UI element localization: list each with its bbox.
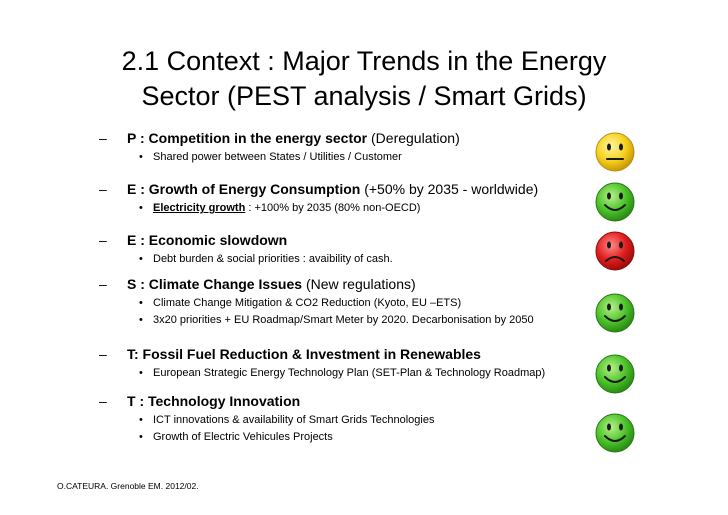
slide-title-line-1: 2.1 Context : Major Trends in the Energy	[121, 46, 607, 76]
smiley-face-icon	[595, 293, 635, 333]
pest-item-social: – S : Climate Change Issues (New regulat…	[99, 276, 599, 327]
pest-item-technology-innovation: – T : Technology Innovation • ICT innova…	[99, 393, 599, 444]
sub-bullet-text: Growth of Electric Vehicules Projects	[153, 431, 333, 443]
bullet-marker: •	[139, 202, 143, 214]
bullet-marker: •	[139, 253, 143, 265]
sad-face-icon	[595, 231, 635, 271]
pest-item-title: E : Economic slowdown	[127, 232, 288, 248]
dash-marker: –	[99, 181, 107, 197]
pest-item-heading: – T: Fossil Fuel Reduction & Investment …	[99, 346, 599, 363]
bullet-marker: •	[139, 367, 143, 379]
pest-item-heading: – P : Competition in the energy sector (…	[99, 130, 599, 147]
sub-bullet: • ICT innovations & availability of Smar…	[99, 413, 599, 427]
sub-bullet-text: ICT innovations & availability of Smart …	[153, 414, 435, 426]
pest-item-title: T : Technology Innovation	[127, 393, 301, 409]
pest-item-note: (Deregulation)	[367, 130, 460, 146]
sub-bullet: • Electricity growth : +100% by 2035 (80…	[99, 201, 599, 215]
dash-marker: –	[99, 346, 107, 362]
pest-item-economic-growth: – E : Growth of Energy Consumption (+50%…	[99, 181, 599, 215]
sub-bullet-text: European Strategic Energy Technology Pla…	[153, 367, 546, 379]
smiley-face-icon	[595, 182, 635, 222]
pest-item-title: P : Competition in the energy sector	[127, 130, 368, 146]
dash-marker: –	[99, 393, 107, 409]
pest-item-note: (New regulations)	[302, 276, 416, 292]
pest-item-title: T: Fossil Fuel Reduction & Investment in…	[127, 346, 481, 362]
sub-bullet-text: Debt burden & social priorities : avaibi…	[153, 253, 393, 265]
pest-item-economic-slowdown: – E : Economic slowdown • Debt burden & …	[99, 232, 599, 266]
sub-bullet: • 3x20 priorities + EU Roadmap/Smart Met…	[99, 313, 599, 327]
sub-bullet: • European Strategic Energy Technology P…	[99, 366, 599, 380]
pest-item-title: E : Growth of Energy Consumption	[127, 181, 361, 197]
sub-bullet-text: : +100% by 2035 (80% non-OECD)	[245, 202, 421, 214]
bullet-marker: •	[139, 414, 143, 426]
neutral-face-icon	[595, 132, 635, 172]
pest-item-title: S : Climate Change Issues	[127, 276, 303, 292]
dash-marker: –	[99, 276, 107, 292]
pest-item-heading: – E : Growth of Energy Consumption (+50%…	[99, 181, 599, 198]
sub-bullet: • Climate Change Mitigation & CO2 Reduct…	[99, 296, 599, 310]
pest-item-technology-renewables: – T: Fossil Fuel Reduction & Investment …	[99, 346, 599, 380]
sub-bullet: • Shared power between States / Utilitie…	[99, 150, 599, 164]
sub-bullet-text: 3x20 priorities + EU Roadmap/Smart Meter…	[153, 314, 534, 326]
sub-bullet: • Debt burden & social priorities : avai…	[99, 252, 599, 266]
pest-item-note: (+50% by 2035 - worldwide)	[360, 181, 539, 197]
slide-title-line-2: Sector (PEST analysis / Smart Grids)	[141, 81, 587, 111]
sub-bullet: • Growth of Electric Vehicules Projects	[99, 430, 599, 444]
pest-item-heading: – T : Technology Innovation	[99, 393, 599, 410]
pest-item-political: – P : Competition in the energy sector (…	[99, 130, 599, 164]
pest-item-heading: – E : Economic slowdown	[99, 232, 599, 249]
bullet-marker: •	[139, 314, 143, 326]
dash-marker: –	[99, 232, 107, 248]
pest-item-heading: – S : Climate Change Issues (New regulat…	[99, 276, 599, 293]
smiley-face-icon	[595, 354, 635, 394]
dash-marker: –	[99, 130, 107, 146]
smiley-face-icon	[595, 413, 635, 453]
sub-bullet-text: Climate Change Mitigation & CO2 Reductio…	[153, 297, 462, 309]
bullet-marker: •	[139, 297, 143, 309]
sub-bullet-text: Shared power between States / Utilities …	[153, 151, 402, 163]
bullet-marker: •	[139, 431, 143, 443]
bullet-marker: •	[139, 151, 143, 163]
slide-footer: O.CATEURA. Grenoble EM. 2012/02.	[57, 481, 199, 491]
slide-title: 2.1 Context : Major Trends in the Energy…	[60, 44, 668, 114]
sub-bullet-underlined: Electricity growth	[153, 202, 246, 214]
